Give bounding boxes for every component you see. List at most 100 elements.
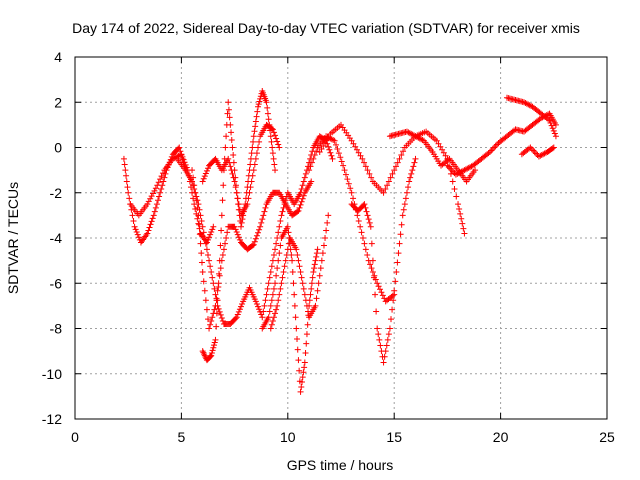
data-point: [304, 321, 311, 328]
data-point: [545, 116, 552, 123]
data-point: [262, 204, 269, 211]
grid: [75, 57, 607, 419]
data-point: [235, 234, 242, 241]
data-point: [218, 314, 225, 321]
data-point: [122, 167, 129, 174]
data-point: [212, 302, 219, 309]
data-point: [199, 223, 206, 230]
data-point: [408, 170, 415, 177]
data-point: [358, 229, 365, 236]
data-point: [310, 155, 317, 162]
data-point: [249, 242, 256, 249]
data-point: [552, 121, 559, 128]
data-point: [400, 148, 407, 155]
data-point: [245, 195, 252, 202]
data-point: [419, 136, 426, 143]
data-point: [277, 242, 284, 249]
data-point: [320, 142, 327, 149]
data-point: [300, 285, 307, 292]
data-point: [327, 149, 334, 156]
data-point: [362, 204, 369, 211]
data-point: [303, 302, 310, 309]
data-point: [151, 187, 158, 194]
data-point: [397, 231, 404, 238]
data-point: [547, 119, 554, 126]
data-point: [366, 170, 373, 177]
data-point: [161, 174, 168, 181]
data-point: [299, 374, 306, 381]
data-point: [226, 159, 233, 166]
data-point: [445, 164, 452, 171]
data-point: [275, 297, 282, 304]
data-point: [280, 268, 287, 275]
data-point: [459, 220, 466, 227]
data-point: [342, 171, 349, 178]
data-point: [359, 155, 366, 162]
data-point: [203, 167, 210, 174]
series-trace-11: [348, 155, 419, 366]
data-point: [384, 182, 391, 189]
data-point: [247, 184, 254, 191]
data-point: [550, 144, 557, 151]
data-point: [318, 146, 325, 153]
data-point: [353, 146, 360, 153]
data-point: [256, 98, 263, 105]
data-point: [190, 195, 197, 202]
data-point: [158, 185, 165, 192]
data-point: [340, 162, 347, 169]
data-point: [374, 280, 381, 287]
data-point: [295, 207, 302, 214]
data-point: [270, 129, 277, 136]
data-point: [123, 172, 130, 179]
data-point: [361, 201, 368, 208]
data-point: [214, 287, 221, 294]
data-point: [207, 231, 214, 238]
data-point: [328, 152, 335, 159]
data-point: [147, 221, 154, 228]
data-point: [231, 178, 238, 185]
data-point: [273, 272, 280, 279]
data-point: [213, 310, 220, 317]
data-point: [548, 122, 555, 129]
data-point: [260, 308, 267, 315]
data-point: [222, 144, 229, 151]
data-point: [377, 342, 384, 349]
data-point: [231, 223, 238, 230]
data-point: [209, 347, 216, 354]
data-point: [252, 123, 259, 130]
data-point: [549, 125, 556, 132]
data-point: [302, 170, 309, 177]
data-point: [211, 342, 218, 349]
data-point: [273, 306, 280, 313]
data-point: [364, 167, 371, 174]
data-point: [250, 241, 257, 248]
data-point: [216, 257, 223, 264]
data-point: [549, 145, 556, 152]
data-point: [276, 144, 283, 151]
data-point: [234, 195, 241, 202]
data-point: [125, 189, 132, 196]
data-point: [374, 325, 381, 332]
data-point: [323, 136, 330, 143]
x-tick-label: 10: [280, 429, 296, 445]
data-point: [322, 235, 329, 241]
data-point: [405, 184, 412, 191]
data-point: [299, 195, 306, 202]
data-point: [263, 99, 270, 106]
data-point: [249, 144, 256, 151]
data-point: [268, 263, 275, 270]
data-point: [331, 137, 338, 144]
data-point: [306, 167, 313, 174]
data-point: [249, 172, 256, 179]
data-point: [359, 235, 366, 241]
data-point: [258, 219, 265, 226]
data-point: [400, 206, 407, 213]
data-point: [189, 178, 196, 185]
data-point: [489, 146, 496, 153]
data-point: [196, 221, 203, 228]
data-point: [302, 297, 309, 304]
data-point: [314, 287, 321, 294]
data-point: [292, 314, 299, 321]
data-point: [461, 230, 468, 237]
data-point: [301, 364, 308, 371]
